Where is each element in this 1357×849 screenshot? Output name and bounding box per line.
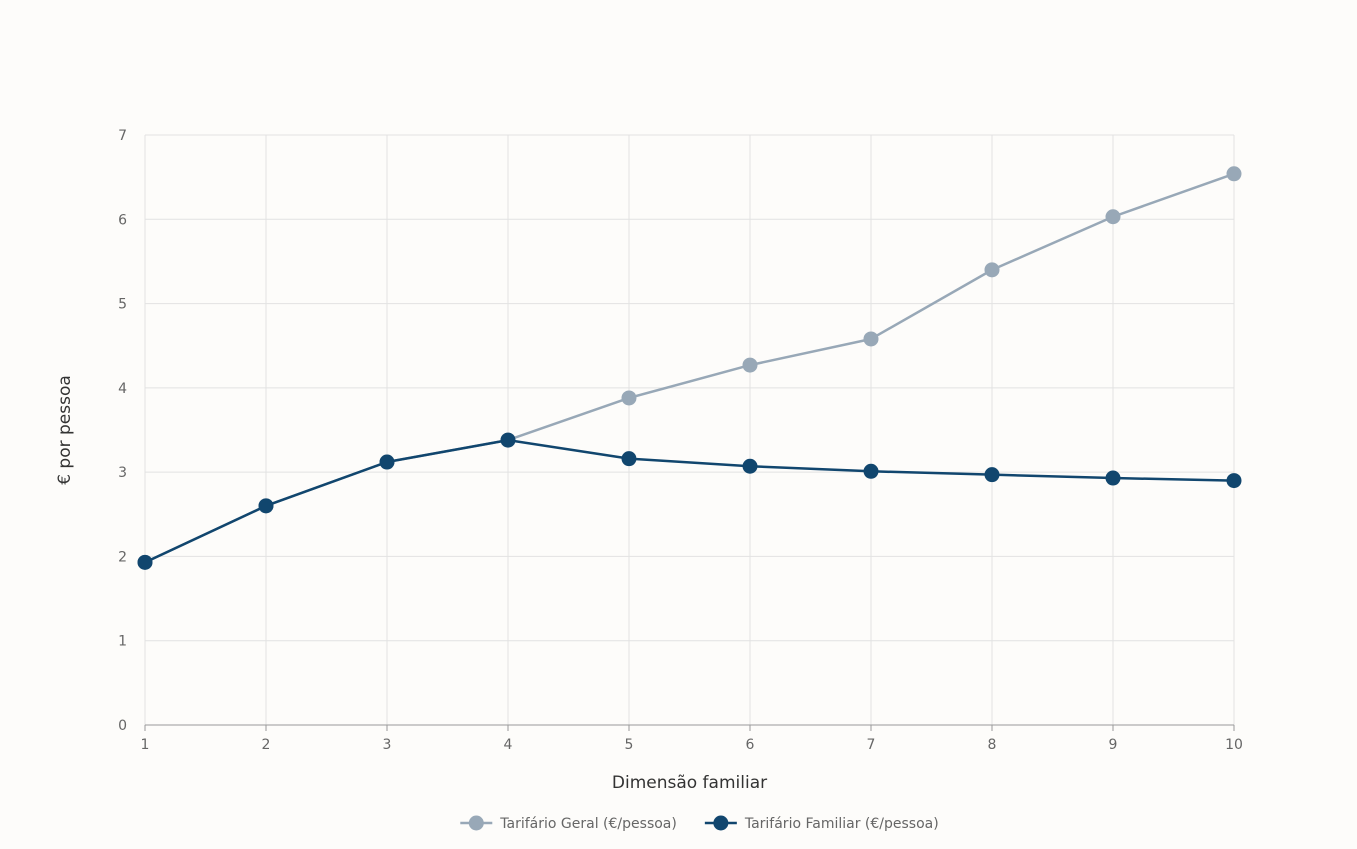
data-point[interactable] xyxy=(984,262,1000,278)
data-point[interactable] xyxy=(742,458,758,474)
y-tick-label: 3 xyxy=(118,465,127,481)
data-point[interactable] xyxy=(742,357,758,373)
data-point[interactable] xyxy=(137,554,153,570)
data-point[interactable] xyxy=(863,331,879,347)
legend-label: Tarifário Geral (€/pessoa) xyxy=(499,816,677,832)
x-tick-label: 2 xyxy=(262,737,271,753)
legend-item-1[interactable]: Tarifário Geral (€/pessoa) xyxy=(460,815,677,833)
data-point[interactable] xyxy=(1105,470,1121,486)
series-layer xyxy=(137,166,1242,570)
y-tick-label: 7 xyxy=(118,128,127,144)
x-tick-label: 10 xyxy=(1225,737,1243,753)
legend-marker-icon xyxy=(713,815,729,831)
legend-label: Tarifário Familiar (€/pessoa) xyxy=(744,816,939,832)
series-line xyxy=(144,438,1235,564)
data-point[interactable] xyxy=(621,390,637,406)
x-tick-label: 7 xyxy=(867,737,876,753)
y-tick-label: 5 xyxy=(118,297,127,313)
data-point[interactable] xyxy=(1226,473,1242,489)
x-tick-label: 8 xyxy=(988,737,997,753)
grid xyxy=(144,134,1235,725)
x-tick-label: 5 xyxy=(625,737,634,753)
x-tick-label: 6 xyxy=(746,737,755,753)
x-axis-title: Dimensão familiar xyxy=(612,773,767,793)
x-tick-label: 1 xyxy=(141,737,150,753)
x-tick-label: 3 xyxy=(383,737,392,753)
y-tick-label: 4 xyxy=(118,381,127,397)
series-line xyxy=(144,172,1235,564)
y-tick-label: 2 xyxy=(118,549,127,565)
series-1 xyxy=(137,166,1242,570)
data-point[interactable] xyxy=(1226,166,1242,182)
data-point[interactable] xyxy=(621,451,637,467)
y-tick-label: 6 xyxy=(118,212,127,228)
legend[interactable]: Tarifário Geral (€/pessoa) Tarifário Fami… xyxy=(460,815,939,833)
data-point[interactable] xyxy=(379,454,395,470)
x-tick-label: 9 xyxy=(1109,737,1118,753)
data-point[interactable] xyxy=(984,467,1000,483)
y-tick-label: 1 xyxy=(118,634,127,650)
y-axis-title: € por pessoa xyxy=(55,375,75,485)
data-point[interactable] xyxy=(500,432,516,448)
data-point[interactable] xyxy=(863,463,879,479)
data-point[interactable] xyxy=(1105,209,1121,225)
x-tick-label: 4 xyxy=(504,737,513,753)
y-tick-label: 0 xyxy=(118,718,127,734)
legend-item-2[interactable]: Tarifário Familiar (€/pessoa) xyxy=(704,815,939,833)
legend-marker-icon xyxy=(468,815,484,831)
data-point[interactable] xyxy=(258,498,274,514)
series-2 xyxy=(137,432,1242,570)
